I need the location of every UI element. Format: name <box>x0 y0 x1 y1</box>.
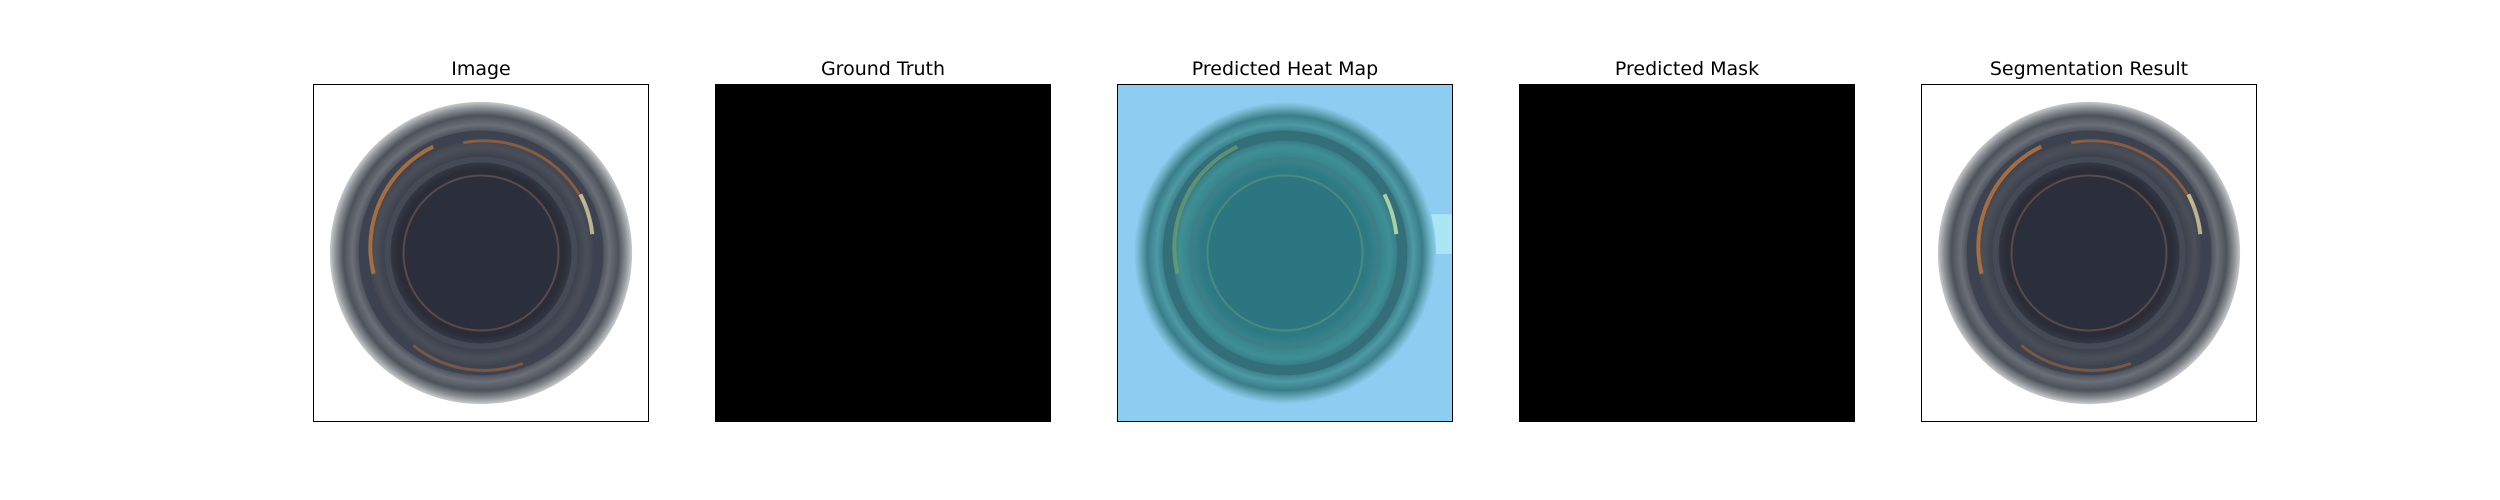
predicted-mask <box>1520 85 1854 421</box>
segmentation-result-image <box>1922 85 2256 421</box>
panel-ground-truth: Ground Truth <box>715 58 1051 424</box>
ground-truth-frame <box>715 84 1051 422</box>
panel-title-predicted-mask: Predicted Mask <box>1614 58 1760 80</box>
ground-truth-mask <box>716 85 1050 421</box>
image-frame <box>313 84 649 422</box>
panel-title-segmentation-result: Segmentation Result <box>1989 58 2189 80</box>
panel-title-ground-truth: Ground Truth <box>820 58 946 80</box>
predicted-mask-frame <box>1519 84 1855 422</box>
panel-title-heat-map: Predicted Heat Map <box>1191 58 1379 80</box>
bottle-photo-image <box>314 85 648 421</box>
heat-map-frame <box>1117 84 1453 422</box>
panel-title-image: Image <box>451 58 511 80</box>
panel-heat-map: Predicted Heat Map <box>1117 58 1453 424</box>
panel-predicted-mask: Predicted Mask <box>1519 58 1855 424</box>
heat-map-overlay <box>1118 85 1452 421</box>
panel-image: Image <box>313 58 649 424</box>
segmentation-result-frame <box>1921 84 2257 422</box>
panel-segmentation-result: Segmentation Result <box>1921 58 2257 424</box>
